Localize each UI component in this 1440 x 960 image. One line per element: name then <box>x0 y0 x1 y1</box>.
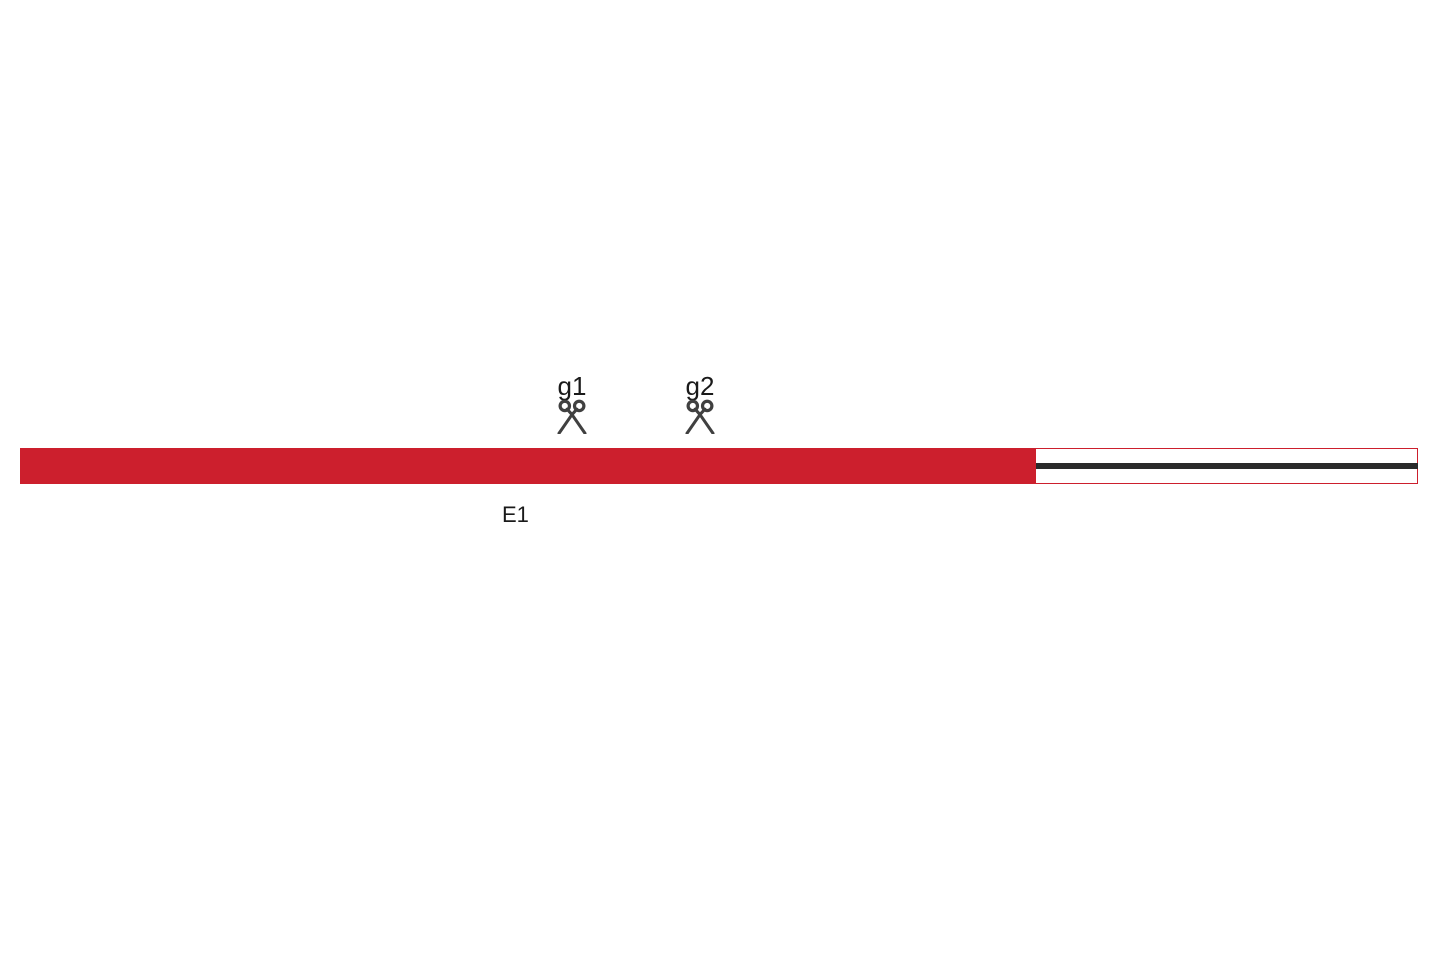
exon-e1-label: E1 <box>502 502 529 528</box>
scissors-icon <box>554 398 590 434</box>
exon-e1 <box>20 448 1036 484</box>
scissors-icon <box>682 398 718 434</box>
gene-diagram: E1 g1 g2 <box>0 0 1440 960</box>
